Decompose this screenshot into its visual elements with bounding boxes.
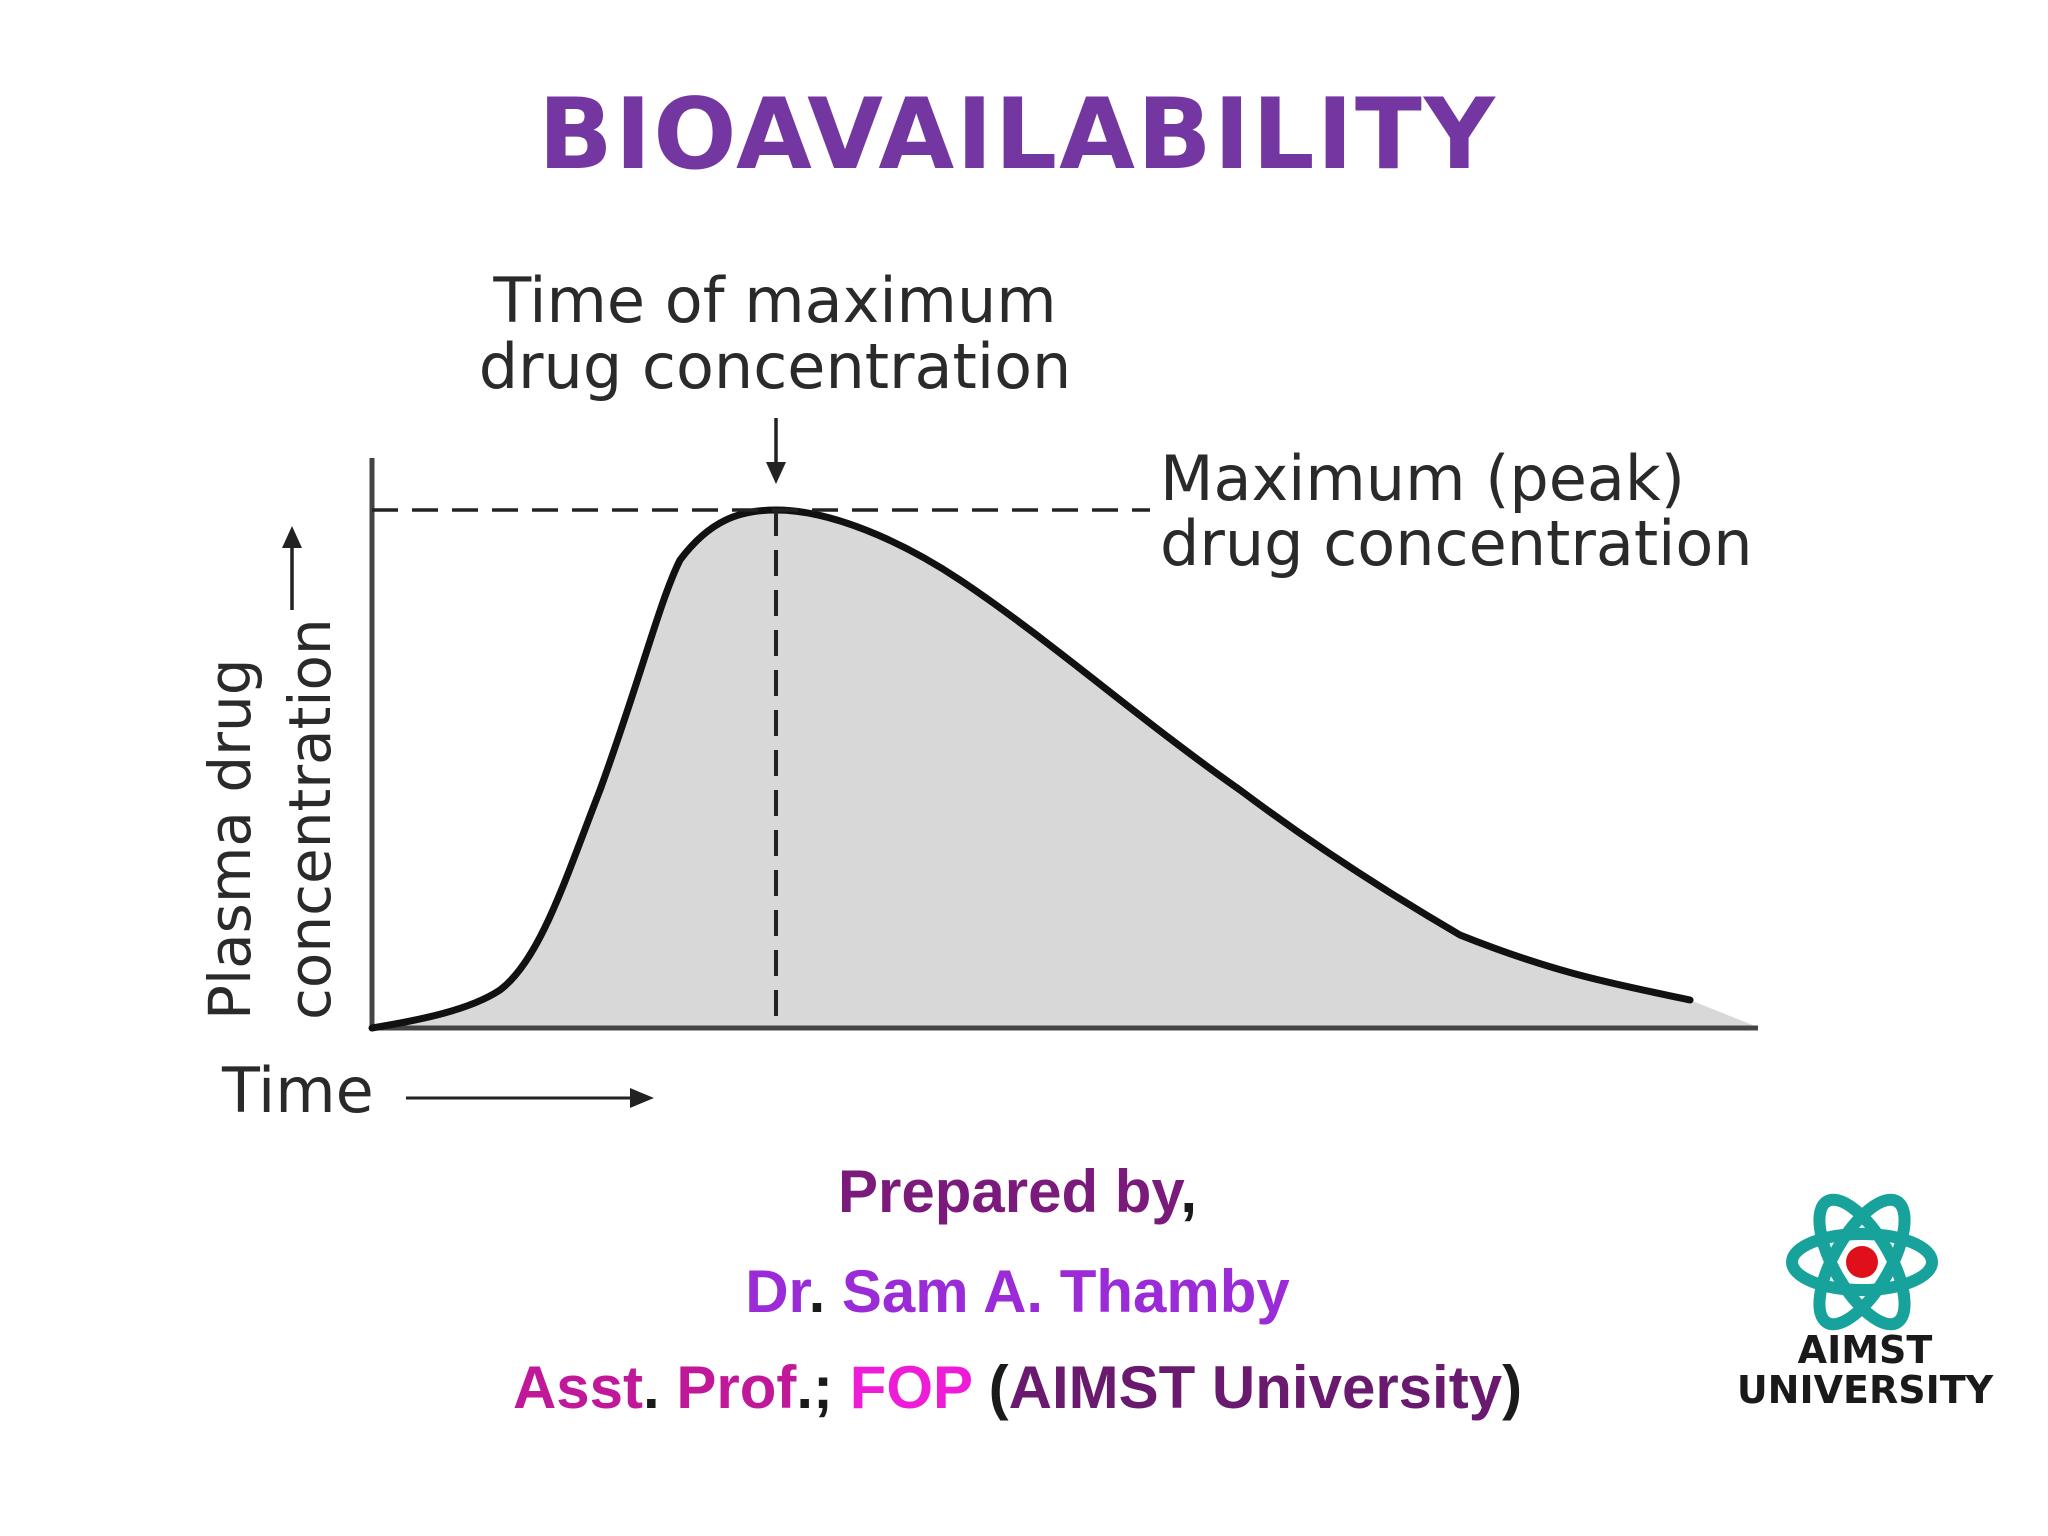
affiliation-open-paren: (	[988, 1354, 1009, 1421]
author-name: Sam A. Thamby	[841, 1258, 1290, 1325]
y-axis-label-line1: Plasma drug	[196, 658, 264, 1020]
slide-title: BIOAVAILABILITY	[538, 78, 1497, 192]
cmax-annotation-line1: Maximum (peak)	[1160, 442, 1685, 515]
aimst-logo	[1786, 1193, 1938, 1331]
y-axis-label: Plasma drug concentration	[196, 618, 344, 1020]
cmax-annotation-line2: drug concentration	[1160, 507, 1753, 580]
position-prof: Prof	[676, 1354, 797, 1421]
credit-affiliation: Asst. Prof.; FOP (AIMST University)	[0, 1358, 2035, 1418]
y-axis-arrow-icon	[282, 526, 302, 610]
tmax-arrow-icon	[766, 418, 786, 484]
credit-prepared-by: Prepared by,	[0, 1162, 2035, 1222]
position-dot: .	[643, 1354, 660, 1421]
position-asst: Asst	[512, 1354, 644, 1421]
name-dot: .	[808, 1258, 826, 1325]
x-axis-label: Time	[221, 1054, 374, 1127]
x-axis-arrow-icon	[406, 1088, 654, 1108]
prepared-by-comma: ,	[1180, 1158, 1198, 1225]
tmax-annotation-line2: drug concentration	[479, 330, 1072, 403]
atom-icon	[1786, 1193, 1938, 1331]
affiliation-name: AIMST University	[1008, 1354, 1503, 1421]
faculty-abbrev: FOP	[849, 1354, 972, 1421]
pharmacokinetic-curve-diagram: Time of maximum drug concentration Maxim…	[196, 264, 1760, 1127]
y-axis-label-line2: concentration	[276, 618, 344, 1020]
area-under-curve	[372, 510, 1760, 1028]
concentration-curve	[368, 506, 1694, 1032]
affiliation-close-paren: )	[1502, 1354, 1523, 1421]
logo-line1: AIMST	[1797, 1328, 1933, 1372]
prepared-by-text: Prepared by	[837, 1158, 1181, 1225]
logo-line2: UNIVERSITY	[1736, 1368, 1994, 1412]
name-prefix: Dr	[745, 1258, 809, 1325]
credit-name: Dr. Sam A. Thamby	[0, 1262, 2035, 1322]
tmax-annotation-line1: Time of maximum	[492, 264, 1056, 337]
position-separator: .;	[796, 1354, 834, 1421]
logo-wordmark: AIMST UNIVERSITY	[1700, 1330, 2030, 1410]
